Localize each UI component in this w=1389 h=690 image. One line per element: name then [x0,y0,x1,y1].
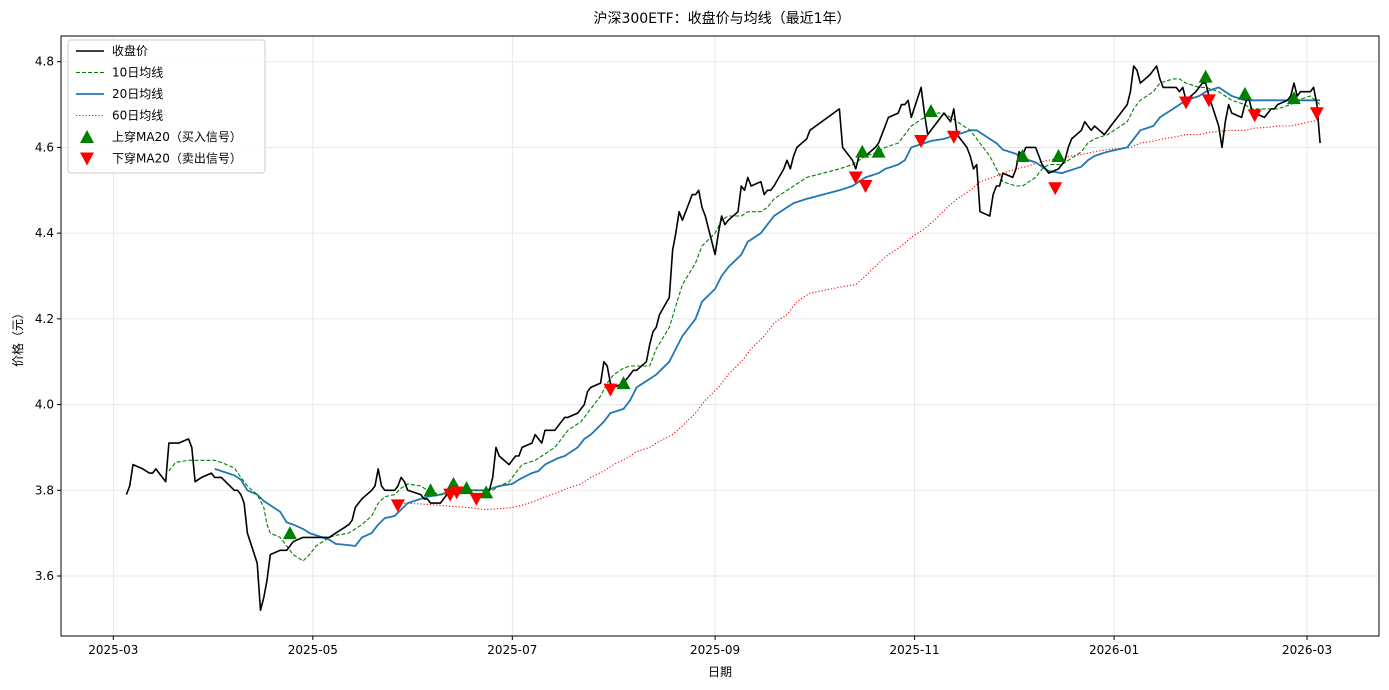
sell-signal-marker [1201,94,1216,108]
x-tick-label: 2026-03 [1282,643,1332,657]
legend-label-ma10: 10日均线 [112,66,163,80]
sell-signal-marker [1247,109,1262,123]
legend-swatch-sell [80,152,94,166]
buy-signal-marker [1051,149,1066,162]
sell-signal-marker [858,180,873,193]
buy-signal-marker [871,144,886,158]
x-axis: 2025-03 2025-05 2025-07 2025-09 2025-11 2026-… [88,636,1332,657]
legend-label-close: 收盘价 [112,43,148,58]
buy-signal-marker [616,376,631,390]
y-tick-label: 3.8 [35,483,54,497]
series-line-close [125,65,1321,612]
chart-title: 沪深300ETF：收盘价与均线（最近1年） [593,10,850,27]
sell-signal-marker [390,499,405,513]
series-layer [125,65,1321,612]
series-line-ma10 [168,78,1321,562]
plot-frame [60,35,1380,637]
buy-signal-marker [855,144,870,158]
sell-signal-marker [1179,96,1194,110]
series-line-ma60 [401,119,1321,511]
sell-signal-marker [469,492,484,506]
sell-signal-marker [1048,182,1063,196]
x-tick-label: 2025-07 [487,643,537,657]
grid [61,36,1379,636]
sell-signal-marker [946,130,961,144]
x-tick-label: 2025-11 [890,643,940,657]
y-tick-label: 4.2 [35,312,54,326]
buy-signal-marker [423,483,438,497]
marker-layer [282,69,1324,540]
y-tick-label: 3.6 [35,569,54,583]
y-tick-label: 4.0 [35,398,54,412]
legend-label-sell: 下穿MA20（卖出信号） [112,151,242,166]
buy-signal-marker [459,481,474,495]
buy-signal-marker [1237,86,1252,100]
buy-signal-marker [282,526,297,540]
x-axis-label: 日期 [708,665,732,679]
y-tick-label: 4.4 [35,226,54,240]
sell-signal-marker [603,383,618,397]
buy-signal-marker [1198,69,1213,83]
x-tick-label: 2025-09 [690,643,740,657]
sell-signal-marker [1309,107,1324,121]
sell-signal-marker [449,486,464,500]
y-tick-label: 4.6 [35,140,54,154]
legend-box [67,39,266,174]
legend-label-ma60: 60日均线 [112,109,163,123]
legend-label-buy: 上穿MA20（买入信号） [112,129,242,144]
y-axis-label: 价格（元） [10,307,25,367]
series-line-ma20 [214,86,1321,547]
buy-signal-marker [479,485,494,499]
y-axis: 3.6 3.8 4.0 4.2 4.4 4.6 4.8 [35,55,61,583]
buy-signal-marker [1015,149,1030,162]
x-tick-label: 2026-01 [1089,643,1139,657]
legend-swatch-buy [80,130,94,143]
sell-signal-marker [848,171,863,185]
buy-signal-marker [1286,91,1301,105]
y-tick-label: 4.8 [35,55,54,69]
legend-label-ma20: 20日均线 [112,87,163,101]
buy-signal-marker [923,104,938,117]
sell-signal-marker [914,135,929,148]
x-tick-label: 2025-05 [288,643,338,657]
x-tick-label: 2025-03 [88,643,138,657]
